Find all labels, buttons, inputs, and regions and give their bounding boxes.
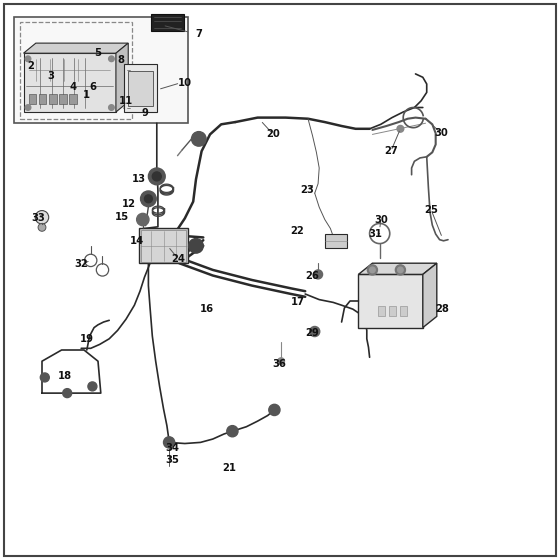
Text: 18: 18: [57, 371, 72, 381]
FancyBboxPatch shape: [69, 94, 77, 104]
Polygon shape: [151, 14, 184, 31]
Text: 8: 8: [117, 55, 124, 65]
Polygon shape: [24, 53, 116, 112]
Text: 12: 12: [122, 199, 136, 209]
Text: 36: 36: [272, 359, 286, 369]
Text: 7: 7: [195, 29, 202, 39]
Text: 34: 34: [166, 443, 179, 453]
Circle shape: [370, 267, 375, 273]
Text: 3: 3: [47, 71, 54, 81]
Circle shape: [141, 191, 156, 207]
Text: 16: 16: [200, 304, 214, 314]
Circle shape: [88, 382, 97, 391]
Circle shape: [269, 404, 280, 416]
Text: 20: 20: [267, 129, 280, 139]
Circle shape: [192, 132, 206, 146]
FancyBboxPatch shape: [128, 71, 153, 106]
Text: 13: 13: [132, 174, 146, 184]
Circle shape: [144, 195, 152, 203]
Text: 21: 21: [223, 463, 237, 473]
Text: 19: 19: [80, 334, 94, 344]
Circle shape: [367, 265, 377, 275]
Text: 11: 11: [119, 96, 133, 106]
Text: 9: 9: [141, 108, 148, 118]
Circle shape: [40, 373, 49, 382]
FancyBboxPatch shape: [378, 306, 385, 316]
Circle shape: [25, 105, 31, 110]
Text: 14: 14: [130, 236, 144, 246]
Text: 33: 33: [31, 213, 45, 223]
Circle shape: [278, 358, 284, 365]
Text: 24: 24: [171, 254, 185, 264]
Text: 5: 5: [95, 48, 101, 58]
FancyBboxPatch shape: [325, 234, 347, 248]
Text: 17: 17: [291, 297, 305, 307]
FancyBboxPatch shape: [59, 94, 67, 104]
Polygon shape: [358, 263, 437, 274]
Circle shape: [38, 223, 46, 231]
Circle shape: [137, 213, 149, 226]
FancyBboxPatch shape: [29, 94, 36, 104]
Circle shape: [152, 172, 161, 181]
Circle shape: [35, 211, 49, 224]
Text: 30: 30: [374, 214, 388, 225]
Circle shape: [310, 326, 320, 337]
Text: 4: 4: [69, 82, 76, 92]
Polygon shape: [24, 43, 128, 53]
Text: 1: 1: [83, 90, 90, 100]
Text: 31: 31: [368, 229, 382, 239]
Circle shape: [189, 239, 203, 253]
Text: 25: 25: [424, 205, 438, 215]
Text: 26: 26: [306, 270, 319, 281]
Circle shape: [395, 265, 405, 275]
Circle shape: [109, 56, 114, 62]
Text: 27: 27: [384, 146, 398, 156]
FancyBboxPatch shape: [400, 306, 407, 316]
Circle shape: [227, 426, 238, 437]
Circle shape: [397, 125, 404, 132]
Circle shape: [25, 56, 31, 62]
Circle shape: [63, 389, 72, 398]
Text: 28: 28: [436, 304, 449, 314]
Text: 30: 30: [435, 128, 448, 138]
Text: 2: 2: [27, 60, 34, 71]
FancyBboxPatch shape: [389, 306, 396, 316]
Circle shape: [109, 105, 114, 110]
Circle shape: [148, 168, 165, 185]
FancyBboxPatch shape: [49, 94, 57, 104]
FancyBboxPatch shape: [124, 64, 157, 112]
Polygon shape: [116, 43, 128, 112]
Polygon shape: [423, 263, 437, 328]
Text: 35: 35: [166, 455, 179, 465]
Circle shape: [398, 267, 403, 273]
Text: 22: 22: [290, 226, 304, 236]
Text: 15: 15: [115, 212, 129, 222]
Text: 6: 6: [89, 82, 96, 92]
Text: 32: 32: [74, 259, 88, 269]
Text: 29: 29: [306, 328, 319, 338]
Circle shape: [314, 270, 323, 279]
Polygon shape: [358, 274, 423, 328]
Text: 23: 23: [300, 185, 314, 195]
FancyBboxPatch shape: [139, 228, 188, 263]
FancyBboxPatch shape: [14, 17, 188, 123]
FancyBboxPatch shape: [39, 94, 46, 104]
Circle shape: [164, 437, 175, 448]
Text: 10: 10: [178, 78, 192, 88]
